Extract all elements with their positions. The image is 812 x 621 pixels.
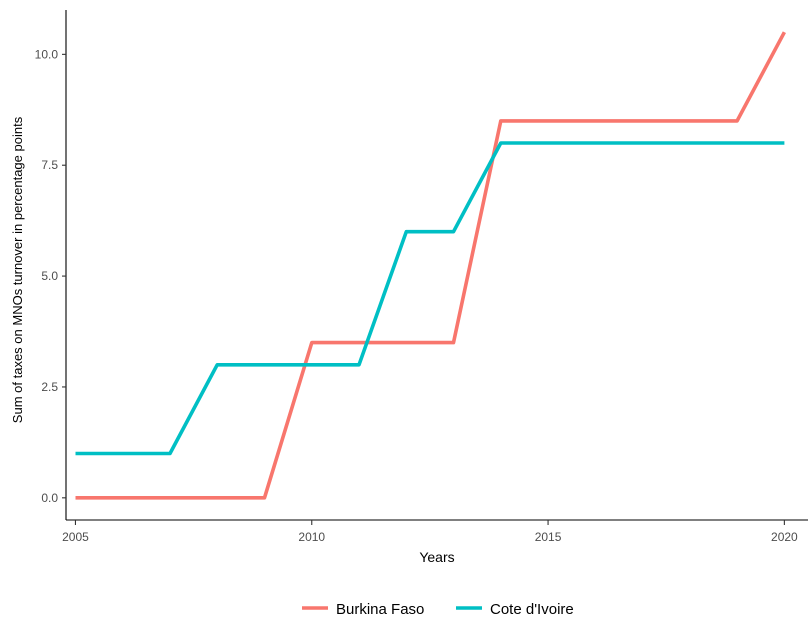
- series-line-burkina-faso: [75, 31, 786, 500]
- y-tick-label: 5.0: [41, 269, 58, 283]
- x-tick-label: 2010: [298, 530, 325, 544]
- legend-label: Cote d'Ivoire: [490, 601, 574, 618]
- y-tick-label: 0.0: [41, 491, 58, 505]
- plot-area: [75, 31, 786, 500]
- x-axis-ticks: 2005 2010 2015 2020: [62, 520, 798, 544]
- x-axis-title: Years: [419, 549, 454, 565]
- x-tick-label: 2015: [535, 530, 562, 544]
- series-line-cote-divoire: [75, 141, 785, 456]
- y-axis-ticks: 0.0 2.5 5.0 7.5 10.0: [35, 47, 66, 505]
- x-tick-label: 2005: [62, 530, 89, 544]
- x-tick-label: 2020: [771, 530, 798, 544]
- y-tick-label: 10.0: [35, 47, 59, 61]
- y-tick-label: 7.5: [41, 158, 58, 172]
- y-tick-label: 2.5: [41, 380, 58, 394]
- legend: Burkina Faso Cote d'Ivoire: [302, 601, 574, 618]
- y-axis-title: Sum of taxes on MNOs turnover in percent…: [10, 116, 25, 423]
- legend-label: Burkina Faso: [336, 601, 424, 618]
